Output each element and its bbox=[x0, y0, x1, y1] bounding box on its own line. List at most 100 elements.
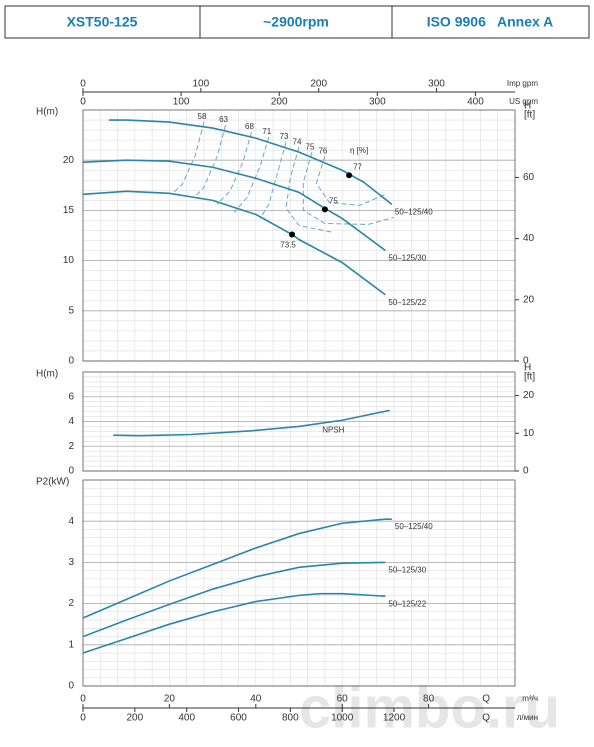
y-tick-label: 15 bbox=[63, 205, 75, 216]
x-tick-label: 800 bbox=[282, 713, 299, 724]
x-tick-label: 300 bbox=[428, 79, 445, 90]
panel-frame bbox=[82, 109, 516, 362]
y2-axis-title: [ft] bbox=[524, 110, 535, 121]
curve-label: 50–125/22 bbox=[388, 599, 426, 608]
header-box bbox=[4, 5, 590, 39]
x-tick-label: 0 bbox=[80, 79, 86, 90]
panel-frame bbox=[82, 371, 516, 472]
y-tick-label: 0 bbox=[68, 681, 74, 692]
x-axis-title: л/мин bbox=[517, 713, 538, 722]
q-symbol: Q bbox=[482, 694, 490, 705]
y2-tick-label: 60 bbox=[523, 172, 535, 183]
x-tick-label: 0 bbox=[80, 97, 86, 108]
bep-point bbox=[346, 172, 353, 179]
y2-tick-label: 20 bbox=[523, 390, 535, 401]
y2-axis-title: H bbox=[524, 363, 531, 374]
efficiency-contour bbox=[216, 131, 252, 205]
curve-label: 50–125/22 bbox=[388, 298, 426, 307]
y2-tick-label: 20 bbox=[523, 294, 535, 305]
x-tick-label: 200 bbox=[310, 79, 327, 90]
y-tick-label: 5 bbox=[68, 305, 74, 316]
y-tick-label: 2 bbox=[68, 598, 74, 609]
curve bbox=[82, 592, 386, 654]
standard: ISO 9906 Annex A bbox=[427, 14, 554, 30]
efficiency-label: 75 bbox=[306, 142, 315, 151]
bep-label: 73.5 bbox=[280, 241, 296, 250]
efficiency-label: 63 bbox=[219, 115, 228, 124]
x-tick-label: 60 bbox=[337, 694, 349, 705]
x-tick-label: 0 bbox=[80, 713, 86, 724]
y2-axis-title: [ft] bbox=[524, 372, 535, 383]
efficiency-contour bbox=[259, 141, 287, 219]
x-tick-label: 40 bbox=[250, 694, 262, 705]
x-tick-label: 200 bbox=[271, 97, 288, 108]
curve-label: 50–125/30 bbox=[388, 254, 426, 263]
bep-label: 77 bbox=[353, 162, 362, 171]
efficiency-label: 74 bbox=[293, 137, 302, 146]
y-tick-label: 3 bbox=[68, 557, 74, 568]
eta-label: η [%] bbox=[350, 146, 368, 155]
q-symbol: Q bbox=[482, 713, 490, 724]
y-axis-title: H(m) bbox=[36, 107, 58, 118]
y-tick-label: 4 bbox=[68, 516, 74, 527]
curve-label: 50–125/40 bbox=[395, 207, 433, 216]
panel-frame bbox=[82, 479, 516, 687]
x-tick-label: 100 bbox=[173, 97, 190, 108]
curve-label: NPSH bbox=[322, 425, 344, 434]
model: XST50-125 bbox=[67, 14, 138, 30]
x-tick-label: 200 bbox=[126, 713, 143, 724]
y2-tick-label: 0 bbox=[523, 466, 529, 477]
x-tick-label: 300 bbox=[369, 97, 386, 108]
x-axis-title: US gpm bbox=[509, 97, 538, 106]
curve bbox=[82, 561, 386, 638]
y-axis-title: H(m) bbox=[36, 369, 58, 380]
y-tick-label: 20 bbox=[63, 155, 75, 166]
bep-point bbox=[321, 206, 328, 213]
y2-tick-label: 0 bbox=[523, 356, 529, 367]
y-tick-label: 10 bbox=[63, 255, 75, 266]
curve-label: 50–125/40 bbox=[395, 522, 433, 531]
curve-label: 50–125/30 bbox=[388, 566, 426, 575]
x-tick-label: 400 bbox=[178, 713, 195, 724]
y-tick-label: 4 bbox=[68, 416, 74, 427]
y-tick-label: 6 bbox=[68, 391, 74, 402]
x-tick-label: 400 bbox=[467, 97, 484, 108]
efficiency-label: 76 bbox=[318, 146, 327, 155]
efficiency-label: 73 bbox=[280, 132, 289, 141]
y2-tick-label: 10 bbox=[523, 428, 535, 439]
x-tick-label: 100 bbox=[192, 79, 209, 90]
bep-label: 75 bbox=[329, 197, 338, 206]
y-tick-label: 0 bbox=[68, 356, 74, 367]
curve bbox=[82, 190, 386, 296]
x-axis-title: Imp gpm bbox=[507, 79, 538, 88]
x-tick-label: 1200 bbox=[383, 713, 406, 724]
y2-axis-title: H bbox=[524, 101, 531, 112]
efficiency-label: 68 bbox=[245, 122, 254, 131]
x-axis-title: m³/ч bbox=[522, 694, 538, 703]
x-tick-label: 1000 bbox=[331, 713, 354, 724]
efficiency-contour bbox=[302, 152, 395, 225]
curve bbox=[108, 119, 393, 206]
y-tick-label: 2 bbox=[68, 441, 74, 452]
bep-point bbox=[289, 231, 296, 238]
efficiency-contour bbox=[173, 121, 205, 193]
x-tick-label: 0 bbox=[80, 694, 86, 705]
x-tick-label: 600 bbox=[230, 713, 247, 724]
curve bbox=[113, 409, 390, 437]
y-axis-title: P2(kW) bbox=[36, 477, 69, 488]
y-tick-label: 0 bbox=[68, 466, 74, 477]
speed: ~2900rpm bbox=[263, 14, 329, 30]
y-tick-label: 1 bbox=[68, 639, 74, 650]
efficiency-label: 58 bbox=[198, 112, 207, 121]
efficiency-contour bbox=[194, 124, 227, 197]
efficiency-contour bbox=[233, 136, 270, 213]
efficiency-label: 71 bbox=[262, 127, 271, 136]
y2-tick-label: 40 bbox=[523, 233, 535, 244]
x-tick-label: 80 bbox=[423, 694, 435, 705]
efficiency-contour bbox=[315, 156, 386, 206]
efficiency-contour bbox=[285, 147, 334, 233]
x-tick-label: 20 bbox=[164, 694, 176, 705]
curve bbox=[82, 159, 386, 252]
curve bbox=[82, 518, 392, 619]
